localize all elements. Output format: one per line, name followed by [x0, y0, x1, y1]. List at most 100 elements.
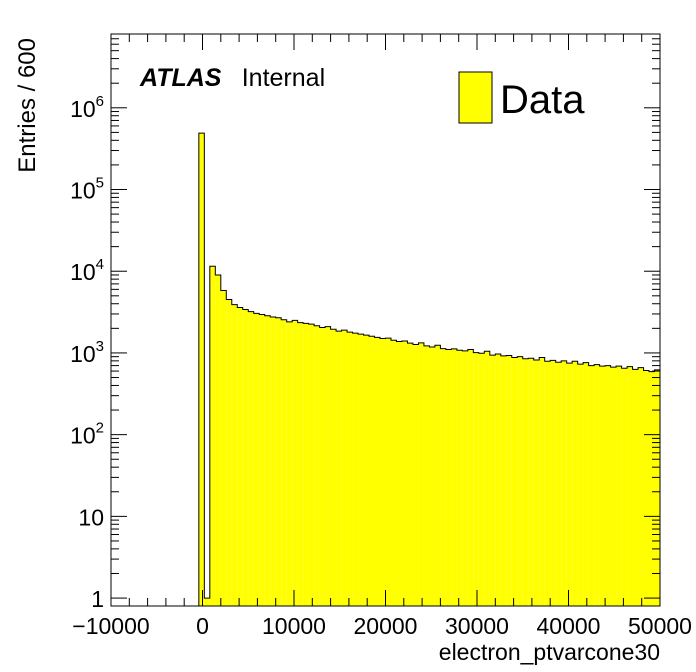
histogram-bar [649, 371, 655, 606]
histogram-bar [297, 322, 304, 606]
histogram-bar [352, 333, 359, 606]
histogram-bar [270, 317, 276, 606]
histogram-bar [605, 365, 611, 606]
histogram-bar [259, 314, 265, 606]
y-tick-label-exponent: 3 [96, 338, 104, 355]
histogram-bar [308, 324, 315, 606]
histogram-bar [473, 352, 479, 606]
histogram-bar [401, 341, 408, 606]
histogram-bar [627, 366, 633, 606]
histogram-bar [363, 335, 370, 606]
atlas-label-bold: ATLAS [139, 64, 222, 92]
histogram-bar [390, 340, 397, 606]
histogram-bar [621, 368, 628, 606]
histogram-bar [226, 299, 232, 606]
x-axis-ticks [110, 34, 661, 606]
histogram-bar [292, 320, 298, 606]
histogram-bar [434, 345, 441, 606]
legend-swatch [458, 71, 493, 124]
histogram-bar [215, 274, 221, 606]
histogram-bar [253, 313, 260, 606]
x-tick-label: 30000 [445, 613, 509, 639]
histogram-bar [286, 321, 293, 606]
histogram-bar [374, 337, 381, 606]
histogram-bar [484, 351, 490, 606]
histogram-bar [275, 317, 282, 606]
y-tick-label-exponent: 6 [96, 93, 104, 110]
histogram-bar [440, 348, 446, 606]
y-tick-label-base: 10 [70, 259, 96, 285]
histogram-bar [561, 360, 567, 606]
y-tick-label-exponent: 2 [96, 420, 104, 437]
histogram-bar [336, 331, 342, 606]
histogram-bars [198, 132, 661, 607]
histogram-bar [462, 350, 468, 606]
histogram-bar [511, 357, 518, 606]
histogram-bar [451, 348, 457, 606]
histogram-bar [506, 355, 512, 606]
histogram-bar [369, 336, 375, 606]
x-tick-label: 20000 [354, 613, 418, 639]
histogram-bar [495, 354, 501, 606]
histogram-bar [550, 360, 556, 606]
histogram-bar [209, 266, 216, 606]
histogram-bar [528, 358, 534, 606]
y-tick-label: 10 [78, 504, 104, 530]
histogram-bar [358, 334, 364, 606]
histogram-bar [347, 332, 353, 606]
histogram-bar [385, 338, 391, 606]
histogram-bar [220, 290, 227, 606]
histogram-bar [478, 353, 485, 606]
y-tick-label: 103 [70, 338, 104, 367]
y-tick-label-base: 10 [70, 178, 96, 204]
histogram-bar [242, 309, 249, 606]
x-tick-label: −10000 [72, 613, 149, 639]
histogram-bar [412, 344, 419, 606]
histogram-bar [594, 364, 600, 606]
atlas-label-internal: Internal [242, 64, 325, 92]
y-tick-label: 106 [70, 93, 104, 122]
histogram-bar [544, 361, 551, 606]
histogram-bar [489, 355, 496, 606]
y-tick-label-base: 1 [91, 586, 104, 612]
histogram-bar [572, 361, 578, 606]
histogram-bar [248, 311, 254, 606]
histogram-bar [314, 325, 320, 606]
histogram-bar [396, 341, 402, 606]
legend-entry-data: Data [500, 78, 585, 122]
y-tick-label-base: 10 [78, 504, 104, 530]
histogram-bar [198, 133, 205, 607]
histogram-bar [583, 362, 589, 606]
histogram-bar [423, 345, 430, 606]
histogram-bar [264, 315, 271, 606]
histogram-bar [555, 362, 562, 606]
histogram-bar [237, 307, 243, 606]
histogram-bar [654, 369, 660, 606]
y-tick-label: 102 [70, 420, 104, 449]
histogram-bar [632, 369, 639, 606]
histogram-bar [418, 342, 424, 606]
histogram-bar [330, 329, 337, 606]
histogram-bar [610, 367, 617, 606]
x-tick-label: 50000 [628, 613, 692, 639]
x-tick-label: 10000 [262, 613, 326, 639]
x-axis-tick-labels: −10000 0 10000 20000 30000 40000 50000 [72, 613, 692, 639]
y-tick-label-base: 10 [70, 96, 96, 122]
y-axis-ticks [111, 33, 660, 599]
histogram-outline [198, 132, 661, 606]
y-tick-label-exponent: 4 [96, 256, 104, 273]
y-tick-label: 1 [91, 586, 104, 612]
histogram-bar [407, 343, 413, 606]
y-axis-label: Entries / 600 [14, 38, 41, 173]
legend: Data [458, 71, 585, 124]
y-tick-label-exponent: 5 [96, 175, 104, 192]
histogram-bar [588, 365, 595, 606]
histogram-bar [204, 598, 210, 606]
atlas-label: ATLAS Internal [139, 64, 325, 92]
histogram-bar [456, 350, 463, 606]
histogram-bar [539, 357, 545, 606]
histogram-bar [566, 363, 573, 606]
histogram-bar [522, 358, 529, 606]
